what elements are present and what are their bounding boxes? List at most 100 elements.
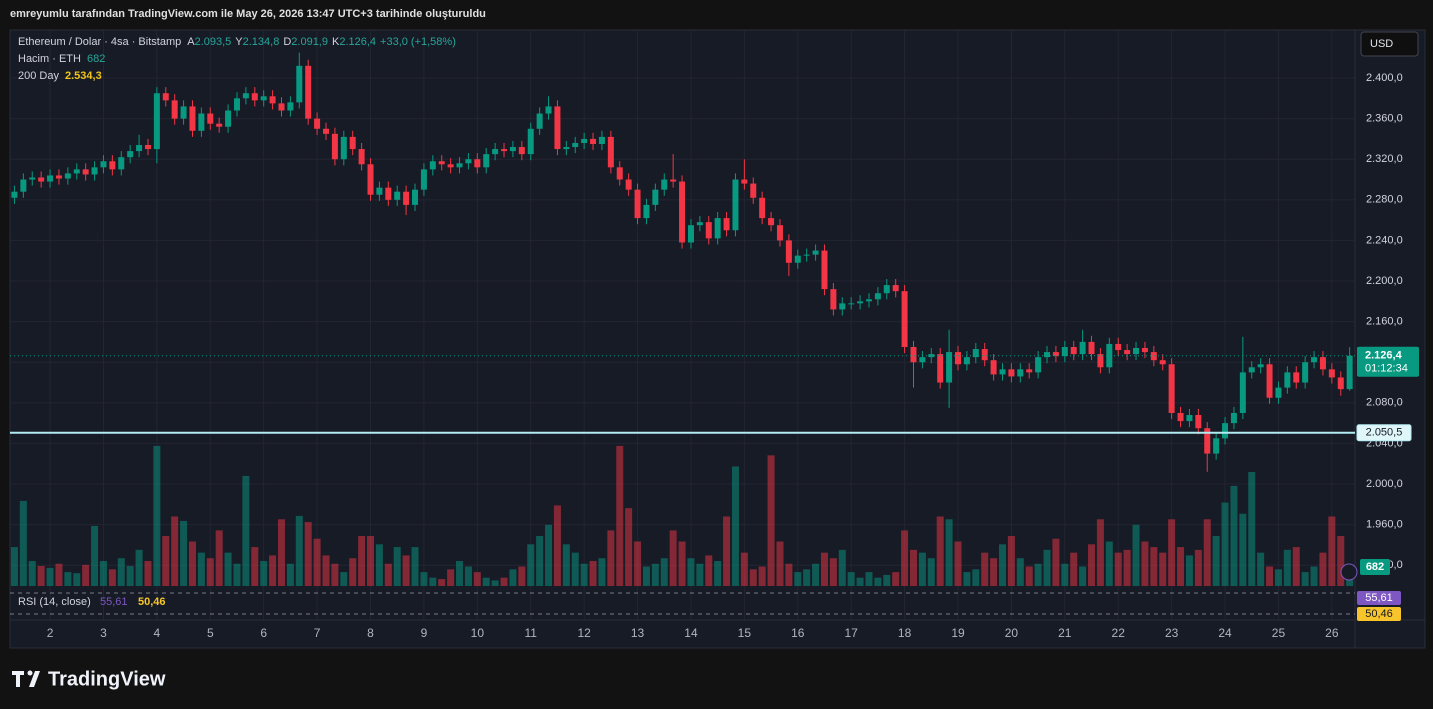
volume-bar xyxy=(1301,572,1309,586)
candle-body xyxy=(679,181,686,243)
o-label: A xyxy=(187,36,195,48)
candle-body xyxy=(429,161,436,170)
volume-bar xyxy=(126,565,134,586)
candle-body xyxy=(1052,352,1059,357)
candle-body xyxy=(687,225,694,243)
candle-body xyxy=(171,100,178,119)
last-price-tag xyxy=(1357,346,1419,377)
volume-bar xyxy=(527,544,535,586)
volume-bar xyxy=(1141,541,1149,586)
volume-bar xyxy=(981,552,989,586)
candle-body xyxy=(785,240,792,263)
volume-bar xyxy=(1248,472,1256,586)
volume-tag xyxy=(1360,559,1390,576)
volume-bar xyxy=(322,555,330,586)
volume-bar xyxy=(286,563,294,586)
candle-body xyxy=(625,179,632,190)
candle-body xyxy=(972,349,979,358)
candle-body xyxy=(216,123,223,127)
volume-bar xyxy=(73,573,81,586)
candle-body xyxy=(1168,364,1175,413)
candle-body xyxy=(47,175,54,182)
candle-body xyxy=(812,250,819,255)
currency-button[interactable] xyxy=(1360,31,1419,57)
volume-bar xyxy=(1274,569,1282,586)
volume-bar xyxy=(411,547,419,586)
candle-body xyxy=(403,191,410,205)
candle-body xyxy=(260,96,267,101)
ma-value: 2.534,3 xyxy=(65,70,102,82)
candle-body xyxy=(1230,412,1237,424)
currency[interactable]: USD xyxy=(1370,38,1393,50)
volume-bar xyxy=(1283,549,1291,586)
candle-body xyxy=(233,98,240,111)
volume-bar xyxy=(580,563,588,586)
volume-bar xyxy=(1123,549,1131,586)
x-tick-label: 13 xyxy=(631,626,645,640)
x-tick-label: 17 xyxy=(845,626,859,640)
candle-body xyxy=(1124,350,1131,355)
candle-body xyxy=(1204,428,1211,454)
volume-bar xyxy=(215,530,223,586)
x-tick-label: 19 xyxy=(951,626,965,640)
y-tick-label: 2.280,0 xyxy=(1366,194,1403,206)
volume-bar xyxy=(473,572,481,586)
volume-bar xyxy=(1079,566,1087,586)
volume-bar xyxy=(1185,555,1193,586)
x-tick-label: 21 xyxy=(1058,626,1072,640)
volume-bar xyxy=(1070,552,1078,586)
volume-bar xyxy=(269,555,277,586)
candle-body xyxy=(776,225,783,241)
candle-body xyxy=(225,110,232,127)
volume-bar xyxy=(108,569,116,586)
candle-body xyxy=(242,93,249,99)
candle-body xyxy=(990,360,997,375)
volume-bar xyxy=(1337,535,1345,586)
x-tick-label: 11 xyxy=(524,626,537,640)
volume-legend: Hacim · ETH 682 xyxy=(18,53,105,65)
y-tick-label: 1.960,0 xyxy=(1366,519,1403,531)
candle-body xyxy=(1319,357,1326,370)
volume-bar xyxy=(1025,566,1033,586)
candle-body xyxy=(1213,438,1220,454)
x-tick-label: 18 xyxy=(898,626,912,640)
volume-bar xyxy=(936,516,944,586)
volume-bar xyxy=(723,516,731,586)
volume-bar xyxy=(28,560,36,586)
candle-body xyxy=(38,177,45,182)
ma-legend: 200 Day 2.534,3 xyxy=(18,70,102,82)
rsi-label: RSI (14, close) xyxy=(18,596,91,608)
volume-bar xyxy=(99,560,107,586)
legend-line: Ethereum / Dolar · 4sa · Bitstamp A2.093,… xyxy=(18,36,456,48)
volume-bar xyxy=(918,552,926,586)
volume-bar xyxy=(135,549,143,586)
caption: emreyumlu tarafından TradingView.com ile… xyxy=(10,8,486,20)
volume-bar xyxy=(1239,513,1247,586)
x-tick-label: 5 xyxy=(207,626,214,640)
candle-body xyxy=(616,167,623,180)
candle-body xyxy=(358,149,365,165)
candle-body xyxy=(910,346,917,363)
x-tick-label: 2 xyxy=(47,626,54,640)
volume-bar xyxy=(188,541,196,586)
volume-bar xyxy=(1114,552,1122,586)
volume-bar xyxy=(803,569,811,586)
volume-bar xyxy=(447,569,455,586)
volume-bar xyxy=(1230,485,1238,586)
volume-bar xyxy=(1016,558,1024,586)
volume-bar xyxy=(482,577,490,586)
candle-body xyxy=(447,164,454,168)
candle-body xyxy=(572,142,579,148)
x-tick-label: 12 xyxy=(577,626,591,640)
candle-body xyxy=(349,136,356,150)
candle-body xyxy=(1070,346,1077,355)
volume-bar xyxy=(37,565,45,586)
rsi-ma-value: 50,46 xyxy=(138,596,166,608)
candle-body xyxy=(492,149,499,155)
y-tick-label: 2.400,0 xyxy=(1366,72,1403,84)
candle-body xyxy=(420,169,427,190)
y-tick-label: 2.320,0 xyxy=(1366,153,1403,165)
candle-body xyxy=(483,154,490,168)
volume-bar xyxy=(1061,563,1069,586)
volume-bar xyxy=(927,558,935,586)
